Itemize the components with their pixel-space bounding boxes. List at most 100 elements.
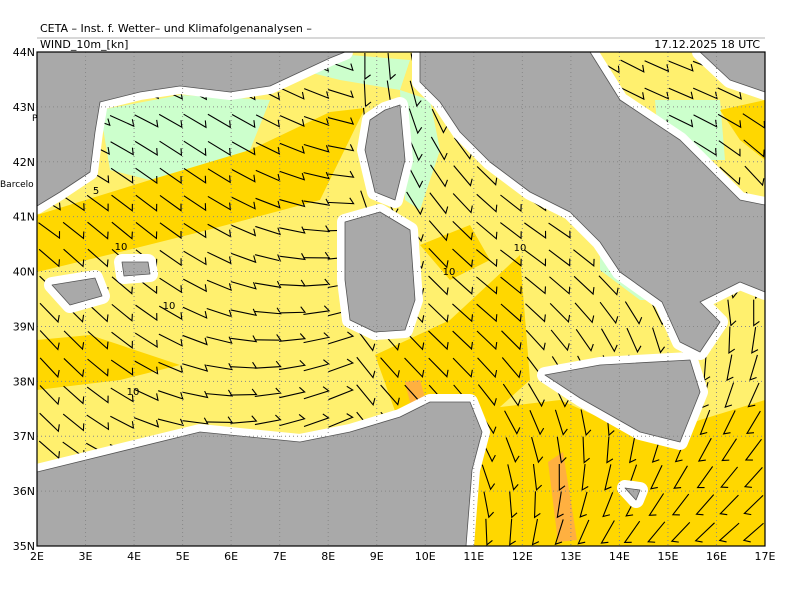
wind-barb [628, 436, 637, 464]
wind-barb [724, 382, 735, 408]
wind-barb [181, 417, 209, 425]
wind-barb [87, 248, 109, 268]
wind-barb [452, 193, 473, 214]
wind-barb [159, 249, 182, 267]
wind-barb [207, 195, 231, 211]
wind-barb [110, 359, 134, 376]
wind-barb [648, 493, 665, 516]
wind-barb [581, 464, 589, 491]
wind-barb [717, 87, 742, 100]
wind-barb [278, 306, 307, 314]
wind-barb [582, 436, 590, 464]
wind-barb [255, 142, 281, 155]
wind-barb [652, 327, 666, 354]
wind-barb [254, 360, 282, 369]
wind-barb [500, 194, 522, 213]
wind-barb [207, 251, 232, 265]
lon-label: 7E [273, 550, 287, 563]
wind-barb [501, 330, 522, 351]
wind-barb [134, 140, 158, 157]
wind-barb [230, 308, 258, 317]
wind-barb [525, 330, 546, 351]
wind-barb [134, 114, 159, 128]
wind-barb [554, 409, 568, 436]
wind-barb [279, 87, 305, 100]
wind-barb [477, 357, 498, 379]
lon-label: 4E [127, 550, 141, 563]
wind-barb [63, 248, 85, 268]
wind-barb [718, 522, 740, 543]
wind-barb [477, 384, 497, 407]
wind-barb [428, 330, 449, 351]
wind-barb [207, 140, 231, 157]
wind-barb [39, 357, 60, 379]
wind-barb [63, 385, 85, 405]
wind-barb [206, 336, 233, 344]
wind-barb [483, 491, 495, 519]
wind-barb [606, 436, 614, 464]
wind-barb [600, 520, 615, 544]
wind-barb [720, 466, 739, 489]
wind-barb [453, 165, 473, 187]
wind-barb [599, 301, 619, 325]
wind-barb [649, 465, 663, 490]
wind-barb [452, 276, 474, 295]
wind-barb [620, 87, 645, 101]
wind-barb [363, 80, 372, 108]
wind-barb [692, 87, 718, 100]
wind-barb [695, 494, 715, 516]
wind-barb [39, 330, 60, 351]
wind-barb [476, 249, 498, 268]
wind-barb [134, 332, 158, 348]
wind-barb [509, 491, 518, 519]
field-label: WIND_10m_[kn] [40, 38, 128, 51]
wind-barb [135, 167, 158, 185]
wind-barb [87, 303, 109, 323]
wind-barb [549, 276, 571, 295]
lon-label: 3E [79, 550, 93, 563]
wind-barb [500, 222, 522, 240]
wind-barb [452, 303, 474, 323]
wind-barb [39, 412, 60, 433]
wind-barb [87, 358, 109, 377]
wind-barb [254, 254, 282, 262]
wind-barb [159, 277, 183, 294]
lat-label: 35N [13, 540, 35, 553]
wind-zone [548, 452, 577, 542]
lat-label: 41N [13, 211, 35, 224]
wind-barb [254, 280, 282, 289]
wind-barb [183, 278, 207, 293]
wind-barb [668, 87, 694, 100]
wind-barb [279, 386, 306, 399]
wind-barb [620, 59, 645, 73]
wind-barb [111, 276, 133, 295]
wind-barb [206, 363, 233, 371]
wind-barb [751, 327, 759, 354]
wind-barb [87, 330, 109, 350]
wind-barb [380, 357, 400, 379]
lat-label: 38N [13, 375, 35, 388]
lon-label: 16E [706, 550, 727, 563]
wind-barb [624, 301, 643, 325]
wind-barb [699, 409, 711, 436]
wind-barb [554, 519, 564, 546]
wind-barb [328, 413, 354, 428]
wind-barb [476, 330, 498, 351]
wind-barb [328, 89, 354, 99]
wind-barb [574, 302, 595, 324]
wind-barb [327, 144, 355, 152]
wind-barb [626, 327, 642, 354]
wind-barb [533, 491, 541, 519]
wind-barb [406, 163, 424, 189]
wind-barb [279, 253, 306, 261]
wind-barb [328, 61, 354, 72]
wind-barb [328, 331, 355, 345]
wind-barb [207, 113, 231, 129]
wind-barb [579, 491, 588, 518]
wind-barb [303, 88, 330, 100]
lat-label: 42N [13, 156, 35, 169]
contour-label: 10 [115, 242, 128, 253]
wind-barb [476, 276, 498, 295]
wind-barb [206, 279, 232, 292]
wind-barb [747, 382, 760, 408]
